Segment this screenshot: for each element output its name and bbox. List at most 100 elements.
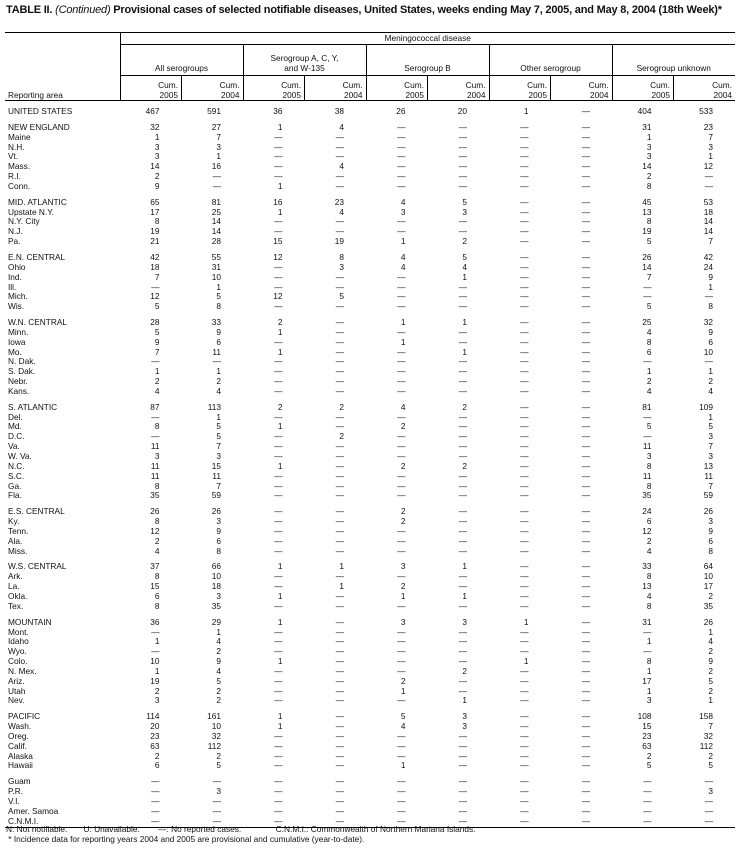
corner-cell xyxy=(5,32,120,45)
value-cell: — xyxy=(458,796,467,806)
value-cell: 29 xyxy=(211,616,221,627)
value-cell: 1 xyxy=(277,721,283,732)
value-cell: 3 xyxy=(462,711,467,722)
value-cell: 2 xyxy=(339,431,344,442)
value-cell: 1 xyxy=(708,281,713,292)
value-cell: — xyxy=(520,460,529,471)
reporting-area-cell: Pa. xyxy=(8,236,21,247)
value-cell: — xyxy=(335,326,344,337)
value-cell: 2 xyxy=(277,401,283,412)
value-cell: 5 xyxy=(646,236,652,247)
value-cell: 4 xyxy=(400,261,406,272)
value-cell: — xyxy=(704,796,713,806)
value-cell: 6 xyxy=(708,535,713,546)
value-cell: 3 xyxy=(216,516,221,527)
value-cell: — xyxy=(274,646,283,657)
value-cell: 8 xyxy=(154,600,160,611)
reporting-area-cell: P.R. xyxy=(8,786,24,797)
value-cell: — xyxy=(335,590,344,601)
value-cell: 2 xyxy=(154,376,160,387)
value-cell: 8 xyxy=(646,460,652,471)
value-cell: — xyxy=(520,721,529,732)
value-cell: — xyxy=(397,786,406,797)
value-cell: 3 xyxy=(462,616,467,627)
value-cell: — xyxy=(520,506,529,517)
table-row: Wash. 20 10 1 — 4 3 — — 15 7 xyxy=(5,721,735,732)
value-cell: — xyxy=(520,750,529,761)
value-cell: 23 xyxy=(703,121,713,132)
value-cell: 1 xyxy=(277,460,283,471)
value-cell: 23 xyxy=(150,730,160,741)
value-cell: — xyxy=(397,356,406,367)
value-cell: — xyxy=(458,451,467,461)
value-cell: 3 xyxy=(400,206,406,217)
value-cell: — xyxy=(335,180,344,191)
value-cell: — xyxy=(581,721,590,732)
value-cell: 32 xyxy=(703,317,713,328)
cum-column-header: Cum. 2004 xyxy=(304,75,366,101)
value-cell: 3 xyxy=(708,141,713,152)
value-cell: — xyxy=(274,356,283,367)
value-cell: — xyxy=(520,271,529,282)
value-cell: 2 xyxy=(400,506,406,517)
value-cell: 2 xyxy=(708,665,713,676)
value-cell: — xyxy=(520,786,529,797)
value-cell: 31 xyxy=(642,616,652,627)
value-cell: 19 xyxy=(334,236,344,247)
value-cell: — xyxy=(335,171,344,182)
value-cell: — xyxy=(458,151,467,162)
value-cell: — xyxy=(520,317,529,328)
value-cell: 3 xyxy=(154,141,160,152)
value-cell: — xyxy=(274,516,283,527)
value-cell: — xyxy=(520,535,529,546)
value-cell: — xyxy=(274,675,283,686)
value-cell: 66 xyxy=(211,561,221,572)
value-cell: — xyxy=(274,636,283,647)
value-cell: — xyxy=(458,480,467,491)
title-text: Provisional cases of selected notifiable… xyxy=(110,4,722,16)
value-cell: 9 xyxy=(154,336,160,347)
group-header: Serogroup unknown xyxy=(611,44,735,76)
reporting-area-cell: UNITED STATES xyxy=(8,106,73,116)
value-cell: 64 xyxy=(703,561,713,572)
value-cell: — xyxy=(335,451,344,461)
value-cell: — xyxy=(212,180,221,191)
value-cell: — xyxy=(397,376,406,387)
value-cell: — xyxy=(520,545,529,556)
value-cell: — xyxy=(335,441,344,452)
corner-cell xyxy=(5,45,120,76)
footnote-note: * Incidence data for reporting years 200… xyxy=(6,834,365,844)
value-cell: — xyxy=(458,786,467,797)
value-cell: — xyxy=(581,750,590,761)
value-cell: — xyxy=(520,711,529,722)
value-cell: 9 xyxy=(708,525,713,536)
value-cell: 5 xyxy=(154,301,160,312)
value-cell: — xyxy=(151,776,160,787)
reporting-area-cell: Ga. xyxy=(8,480,22,491)
reporting-area-cell: S. ATLANTIC xyxy=(8,401,58,412)
value-cell: 13 xyxy=(703,460,713,471)
table-row: Guam — — — — — — — — — — xyxy=(5,776,735,787)
value-cell: 1 xyxy=(339,581,344,592)
value-cell: 14 xyxy=(211,226,221,237)
value-cell: — xyxy=(704,776,713,787)
value-cell: 10 xyxy=(211,721,221,732)
value-cell: — xyxy=(581,571,590,582)
value-cell: 9 xyxy=(216,656,221,667)
value-cell: — xyxy=(581,431,590,442)
value-cell: 1 xyxy=(708,366,713,377)
value-cell: 2 xyxy=(708,685,713,696)
value-cell: 17 xyxy=(642,675,652,686)
value-cell: 11 xyxy=(704,470,713,481)
value-cell: — xyxy=(335,421,344,432)
value-cell: — xyxy=(643,356,652,367)
table-row: MID. ATLANTIC 65 81 16 23 4 5— —45 53 xyxy=(5,197,735,208)
value-cell: — xyxy=(520,805,529,816)
value-cell: — xyxy=(397,431,406,442)
value-cell: 7 xyxy=(154,346,160,357)
value-cell: 1 xyxy=(462,271,467,282)
table-row: La. 15 18 — 1 2 — — — 13 17 xyxy=(5,581,735,592)
value-cell: 25 xyxy=(642,317,652,328)
table-row: MOUNTAIN 36 29 1—3 3 1—31 26 xyxy=(5,616,735,628)
value-cell: — xyxy=(581,421,590,432)
